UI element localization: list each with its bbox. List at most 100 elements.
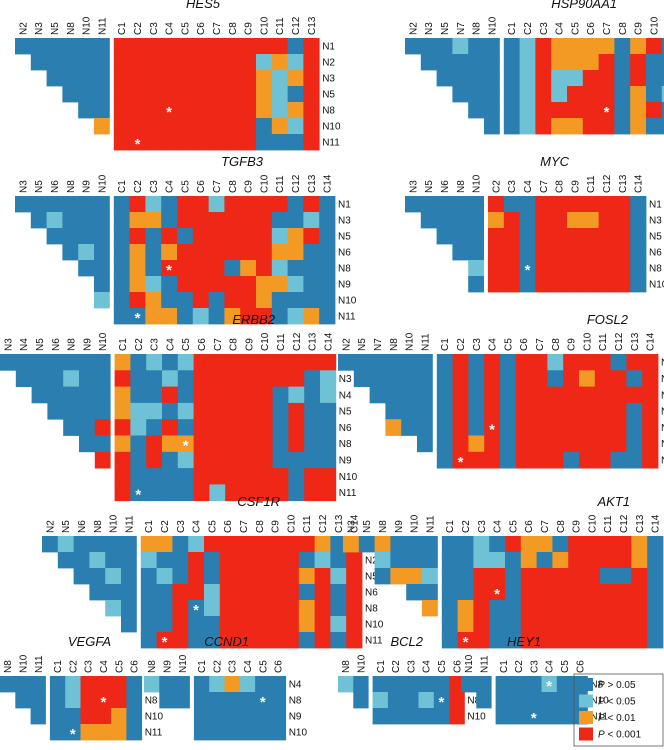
heat-cell bbox=[256, 118, 273, 135]
heat-cell bbox=[204, 584, 221, 601]
row-label: N6 bbox=[649, 248, 662, 259]
column-label: C3 bbox=[507, 180, 518, 193]
significance-star: * bbox=[260, 694, 266, 711]
heat-cell bbox=[79, 370, 96, 387]
heat-cell bbox=[251, 536, 268, 553]
heat-cell bbox=[208, 38, 225, 55]
heat-cell bbox=[111, 708, 127, 725]
heat-cell bbox=[192, 212, 209, 229]
heat-cell bbox=[287, 70, 304, 87]
column-label: C14 bbox=[651, 514, 662, 533]
heat-cell bbox=[547, 402, 564, 420]
heat-cell bbox=[256, 435, 273, 453]
column-label: C1 bbox=[507, 22, 518, 35]
column-label: C14 bbox=[350, 514, 361, 533]
column-label: C1 bbox=[53, 660, 64, 673]
heat-cell bbox=[420, 54, 437, 71]
heat-cell bbox=[224, 118, 241, 135]
heat-cell bbox=[79, 402, 96, 420]
heat-cell bbox=[208, 102, 225, 119]
heat-cell bbox=[531, 386, 548, 404]
heat-cell bbox=[188, 552, 205, 569]
significance-star: * bbox=[604, 104, 610, 121]
heat-cell bbox=[457, 584, 474, 601]
heat-cell bbox=[193, 468, 210, 485]
heat-cell bbox=[417, 386, 434, 404]
row-label: N11 bbox=[145, 728, 163, 739]
heat-cell bbox=[62, 86, 79, 103]
heat-cell bbox=[552, 584, 569, 601]
heat-cell bbox=[519, 54, 536, 71]
column-label: C9 bbox=[244, 338, 255, 351]
row-label: N8 bbox=[365, 604, 378, 615]
heat-cell bbox=[598, 228, 615, 245]
heat-cell bbox=[208, 308, 225, 325]
heat-cell bbox=[422, 600, 439, 617]
heat-cell bbox=[209, 724, 225, 741]
heat-cell bbox=[298, 584, 315, 601]
heat-cell bbox=[436, 354, 453, 371]
heat-cell bbox=[161, 276, 178, 293]
heat-cell bbox=[547, 435, 564, 453]
heat-cell bbox=[172, 552, 189, 569]
heat-cell bbox=[177, 54, 194, 71]
heat-cell bbox=[288, 402, 305, 420]
heat-cell bbox=[209, 451, 226, 469]
heat-cell bbox=[503, 102, 520, 119]
heat-cell bbox=[271, 276, 288, 293]
heat-cell bbox=[610, 370, 627, 387]
heat-cell bbox=[177, 370, 194, 387]
column-label: N8 bbox=[66, 180, 77, 193]
heat-cell bbox=[614, 196, 631, 213]
heat-cell bbox=[193, 451, 210, 469]
heat-cell bbox=[256, 451, 273, 469]
heat-cell bbox=[144, 676, 160, 693]
row-label: N4 bbox=[289, 680, 302, 691]
column-label: C6 bbox=[130, 660, 141, 673]
heat-cell bbox=[193, 386, 210, 404]
heat-cell bbox=[346, 632, 363, 649]
heat-cell bbox=[256, 196, 273, 213]
heat-cell bbox=[661, 86, 664, 103]
heat-cell bbox=[95, 676, 112, 693]
heat-cell bbox=[484, 370, 501, 387]
heat-cell bbox=[256, 419, 273, 436]
heat-cell bbox=[303, 134, 320, 151]
heat-cell bbox=[519, 102, 536, 119]
heat-cell bbox=[551, 244, 568, 261]
heat-cell bbox=[161, 292, 178, 309]
heat-cell bbox=[615, 632, 632, 649]
heat-cell bbox=[240, 228, 257, 245]
heat-cell bbox=[387, 708, 404, 725]
column-label: C5 bbox=[181, 338, 192, 351]
row-label: N9 bbox=[289, 712, 302, 723]
heat-cell bbox=[631, 552, 648, 569]
heat-cell bbox=[489, 600, 506, 617]
heat-cell bbox=[209, 676, 225, 693]
heat-cell bbox=[551, 54, 568, 71]
heat-cell bbox=[224, 708, 241, 725]
heat-cell bbox=[256, 212, 273, 229]
heat-cell bbox=[584, 616, 601, 633]
heat-cell bbox=[579, 370, 596, 387]
heat-cell bbox=[209, 419, 226, 436]
column-label: C1 bbox=[144, 520, 155, 533]
heat-cell bbox=[346, 568, 363, 585]
heat-cell bbox=[241, 484, 258, 502]
heat-cell bbox=[503, 212, 520, 229]
column-label: C9 bbox=[244, 22, 255, 35]
heat-cell bbox=[598, 196, 615, 213]
heat-cell bbox=[599, 616, 616, 633]
heat-cell bbox=[49, 724, 66, 741]
heat-cell bbox=[267, 536, 284, 553]
heat-cell bbox=[177, 228, 194, 245]
column-label: C2 bbox=[523, 22, 534, 35]
heat-cell bbox=[304, 386, 321, 404]
heat-cell bbox=[441, 552, 458, 569]
row-label: N8 bbox=[467, 696, 480, 707]
heat-cell bbox=[319, 212, 336, 229]
heat-cell bbox=[156, 536, 173, 553]
heat-cell bbox=[241, 354, 258, 371]
heat-cell bbox=[225, 386, 242, 404]
